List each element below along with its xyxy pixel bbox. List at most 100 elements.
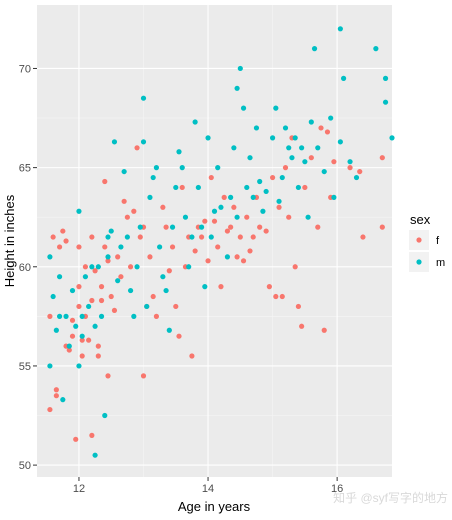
data-point-m bbox=[389, 135, 395, 141]
data-point-m bbox=[205, 135, 211, 141]
data-point-f bbox=[321, 327, 327, 333]
data-point-f bbox=[282, 165, 289, 171]
data-point-m bbox=[92, 452, 98, 458]
data-point-f bbox=[102, 244, 108, 250]
data-point-f bbox=[211, 218, 218, 224]
data-point-f bbox=[218, 284, 224, 290]
data-point-f bbox=[89, 234, 95, 240]
data-point-f bbox=[76, 303, 82, 310]
data-point-f bbox=[102, 178, 108, 185]
data-point-m bbox=[195, 184, 201, 191]
data-point-f bbox=[147, 254, 153, 260]
data-point-m bbox=[147, 194, 153, 200]
data-point-m bbox=[153, 165, 160, 171]
data-point-m bbox=[192, 119, 198, 125]
data-point-f bbox=[292, 264, 298, 270]
data-point-f bbox=[69, 317, 76, 323]
data-point-f bbox=[198, 234, 205, 240]
x-tick-label: 16 bbox=[331, 483, 343, 495]
data-point-m bbox=[276, 198, 282, 204]
data-point-f bbox=[76, 244, 82, 250]
data-point-m bbox=[257, 178, 263, 185]
data-point-f bbox=[95, 343, 101, 349]
data-point-m bbox=[382, 75, 389, 81]
data-point-m bbox=[79, 333, 85, 339]
data-point-m bbox=[244, 184, 250, 191]
data-point-m bbox=[331, 194, 337, 200]
data-point-f bbox=[134, 145, 140, 151]
data-point-f bbox=[79, 337, 85, 343]
data-point-m bbox=[311, 46, 318, 52]
y-tick-label: 50 bbox=[19, 460, 31, 472]
data-point-m bbox=[299, 145, 305, 151]
data-point-m bbox=[79, 313, 85, 319]
data-point-m bbox=[308, 119, 314, 125]
data-point-f bbox=[205, 258, 211, 264]
data-point-m bbox=[382, 99, 389, 105]
data-point-m bbox=[92, 323, 98, 329]
data-point-m bbox=[140, 95, 147, 101]
data-point-f bbox=[228, 224, 234, 230]
data-point-f bbox=[379, 224, 385, 230]
data-point-m bbox=[263, 188, 269, 195]
data-point-f bbox=[166, 268, 172, 274]
data-point-m bbox=[340, 75, 347, 81]
y-axis: 50 55 60 65 70 bbox=[19, 63, 37, 472]
data-point-m bbox=[289, 155, 295, 161]
data-point-f bbox=[324, 129, 331, 135]
data-point-f bbox=[286, 214, 292, 220]
data-point-f bbox=[224, 228, 231, 234]
data-point-f bbox=[273, 293, 279, 300]
data-point-f bbox=[150, 293, 156, 300]
data-point-m bbox=[47, 254, 53, 260]
data-point-m bbox=[66, 343, 72, 349]
data-point-f bbox=[118, 274, 124, 280]
data-point-m bbox=[169, 224, 176, 230]
x-axis: 12 14 16 bbox=[73, 477, 343, 495]
y-tick-label: 55 bbox=[19, 361, 31, 373]
legend-dot-m bbox=[416, 259, 422, 265]
plot-panel bbox=[37, 5, 392, 477]
data-point-f bbox=[98, 297, 105, 304]
data-point-m bbox=[253, 125, 260, 131]
data-point-m bbox=[150, 174, 156, 181]
data-point-f bbox=[215, 244, 221, 250]
data-point-m bbox=[337, 26, 343, 32]
data-point-f bbox=[163, 224, 169, 230]
data-point-m bbox=[105, 234, 111, 240]
data-point-m bbox=[69, 287, 76, 294]
data-point-f bbox=[82, 264, 89, 270]
data-point-f bbox=[257, 224, 263, 230]
data-point-m bbox=[211, 208, 218, 214]
data-point-m bbox=[56, 274, 63, 280]
y-axis-title: Height in inches bbox=[2, 194, 17, 287]
data-point-f bbox=[276, 204, 282, 210]
data-point-f bbox=[208, 174, 214, 181]
data-point-m bbox=[328, 115, 334, 121]
data-point-m bbox=[47, 363, 53, 369]
data-point-m bbox=[208, 234, 214, 240]
legend: sex f m bbox=[409, 212, 445, 272]
data-point-m bbox=[176, 149, 182, 155]
data-point-f bbox=[79, 353, 85, 359]
data-point-m bbox=[305, 214, 311, 220]
data-point-m bbox=[166, 327, 172, 333]
data-point-m bbox=[247, 155, 253, 161]
data-point-m bbox=[121, 168, 127, 175]
data-point-m bbox=[189, 234, 195, 240]
data-point-m bbox=[140, 139, 147, 145]
data-point-m bbox=[240, 105, 247, 111]
data-point-m bbox=[260, 208, 266, 214]
data-point-m bbox=[160, 274, 166, 280]
data-point-f bbox=[189, 353, 195, 359]
data-point-m bbox=[111, 139, 118, 145]
data-point-f bbox=[56, 244, 63, 250]
data-point-m bbox=[279, 174, 285, 181]
data-point-m bbox=[224, 254, 231, 260]
data-point-m bbox=[76, 363, 82, 369]
data-point-f bbox=[95, 353, 101, 359]
data-point-f bbox=[66, 347, 72, 353]
data-point-f bbox=[108, 293, 114, 300]
data-point-f bbox=[299, 323, 305, 329]
data-point-f bbox=[179, 184, 185, 191]
